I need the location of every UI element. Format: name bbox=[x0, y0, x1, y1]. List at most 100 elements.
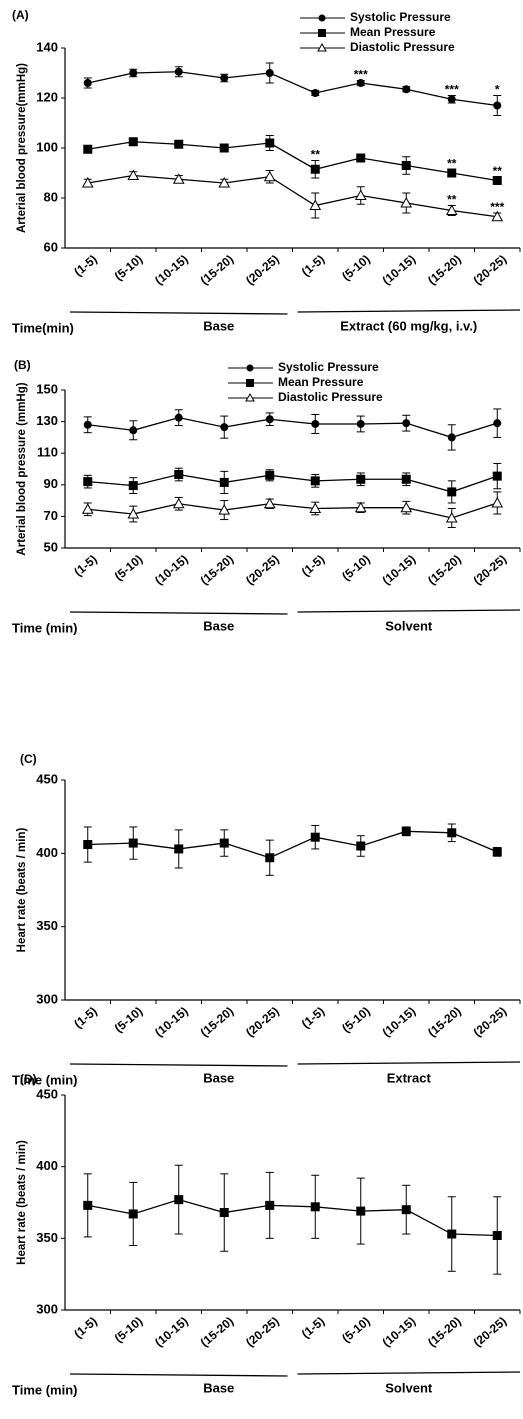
marker bbox=[354, 189, 367, 200]
series-line bbox=[87, 141, 498, 182]
significance-label: ** bbox=[447, 156, 457, 170]
marker bbox=[128, 838, 138, 848]
marker bbox=[129, 426, 138, 435]
y-axis-label: Heart rate (beats / min) bbox=[16, 828, 28, 953]
x-tick-label: (1-5) bbox=[299, 1314, 327, 1341]
legend-marker bbox=[317, 42, 327, 52]
marker bbox=[310, 832, 320, 842]
marker bbox=[220, 74, 229, 82]
x-tick-label: (5-10) bbox=[339, 1314, 373, 1345]
marker bbox=[218, 504, 231, 515]
significance-label: *** bbox=[445, 83, 459, 97]
legend-label: Diastolic Pressure bbox=[278, 390, 383, 404]
x-axis-label: Time (min) bbox=[12, 620, 78, 635]
significance-label: ** bbox=[311, 148, 321, 162]
group-label: Base bbox=[203, 1380, 234, 1395]
group-label: Extract (60 mg/kg, i.v.) bbox=[340, 318, 477, 333]
marker bbox=[174, 1195, 184, 1205]
x-tick-label: (5-10) bbox=[112, 1314, 146, 1345]
marker bbox=[265, 138, 275, 148]
marker bbox=[219, 477, 229, 487]
significance-label: ** bbox=[447, 193, 457, 207]
panel-label: (B) bbox=[14, 358, 31, 372]
x-tick-label: (1-5) bbox=[71, 1004, 99, 1031]
group-label: Solvent bbox=[385, 618, 433, 633]
marker bbox=[309, 199, 322, 210]
marker bbox=[492, 176, 502, 185]
marker bbox=[219, 838, 229, 848]
marker bbox=[447, 95, 456, 104]
marker bbox=[492, 1230, 502, 1240]
x-tick-label: (5-10) bbox=[339, 252, 373, 283]
marker bbox=[491, 210, 504, 222]
marker bbox=[401, 474, 411, 484]
x-axis-label: Time(min) bbox=[12, 320, 74, 335]
marker bbox=[263, 170, 276, 182]
series-line bbox=[87, 71, 498, 107]
marker bbox=[265, 853, 275, 863]
marker bbox=[127, 508, 140, 519]
marker bbox=[356, 474, 366, 484]
legend-label: Mean Pressure bbox=[278, 375, 364, 389]
legend-label: Mean Pressure bbox=[350, 25, 436, 39]
y-tick-label: 140 bbox=[36, 39, 58, 54]
x-tick-label: (20-25) bbox=[243, 552, 282, 588]
x-tick-label: (15-20) bbox=[198, 1314, 237, 1350]
marker bbox=[447, 487, 457, 497]
group-label: Base bbox=[203, 318, 234, 333]
marker bbox=[128, 137, 138, 147]
x-tick-label: (20-25) bbox=[471, 1004, 510, 1040]
marker bbox=[128, 481, 138, 491]
marker bbox=[174, 844, 184, 854]
x-tick-label: (20-25) bbox=[243, 1314, 282, 1350]
y-tick-label: 400 bbox=[36, 845, 58, 860]
x-tick-label: (10-15) bbox=[152, 252, 191, 288]
marker bbox=[172, 173, 185, 184]
y-tick-label: 70 bbox=[44, 508, 58, 523]
significance-label: * bbox=[495, 83, 500, 97]
x-tick-label: (15-20) bbox=[425, 252, 464, 288]
marker bbox=[447, 168, 457, 178]
group-line bbox=[69, 611, 288, 615]
marker bbox=[218, 176, 231, 188]
x-tick-label: (10-15) bbox=[152, 552, 191, 588]
marker bbox=[493, 419, 502, 428]
marker bbox=[401, 1205, 411, 1215]
x-axis-label: Time (min) bbox=[12, 1072, 78, 1087]
y-tick-label: 350 bbox=[36, 918, 58, 933]
group-label: Base bbox=[203, 618, 234, 633]
series-line bbox=[87, 174, 498, 218]
group-line bbox=[297, 609, 521, 613]
marker bbox=[265, 470, 275, 480]
x-tick-label: (15-20) bbox=[198, 1004, 237, 1040]
marker bbox=[400, 196, 413, 208]
legend-marker bbox=[246, 364, 254, 372]
significance-label: ** bbox=[493, 164, 503, 178]
marker bbox=[219, 1208, 229, 1218]
x-tick-label: (1-5) bbox=[299, 552, 327, 579]
marker bbox=[401, 826, 411, 836]
marker bbox=[310, 476, 320, 486]
x-tick-label: (15-20) bbox=[425, 1314, 464, 1350]
y-tick-label: 350 bbox=[36, 1230, 58, 1245]
x-tick-label: (15-20) bbox=[425, 1004, 464, 1040]
marker bbox=[356, 1206, 366, 1216]
x-tick-label: (5-10) bbox=[339, 1004, 373, 1035]
marker bbox=[81, 503, 94, 514]
marker bbox=[83, 840, 93, 850]
y-axis-label: Arterial blood pressure (mmHg) bbox=[16, 382, 28, 555]
marker bbox=[174, 470, 184, 480]
x-tick-label: (20-25) bbox=[243, 1004, 282, 1040]
marker bbox=[354, 501, 367, 513]
y-tick-label: 80 bbox=[44, 189, 58, 204]
group-label: Solvent bbox=[385, 1380, 433, 1395]
marker bbox=[83, 477, 93, 487]
marker bbox=[447, 828, 457, 838]
y-tick-label: 100 bbox=[36, 139, 58, 154]
significance-label: *** bbox=[490, 200, 504, 214]
marker bbox=[445, 204, 458, 215]
panel-label: (C) bbox=[20, 752, 37, 766]
marker bbox=[310, 164, 320, 174]
x-tick-label: (1-5) bbox=[71, 552, 99, 579]
panel-label: (A) bbox=[12, 8, 29, 22]
